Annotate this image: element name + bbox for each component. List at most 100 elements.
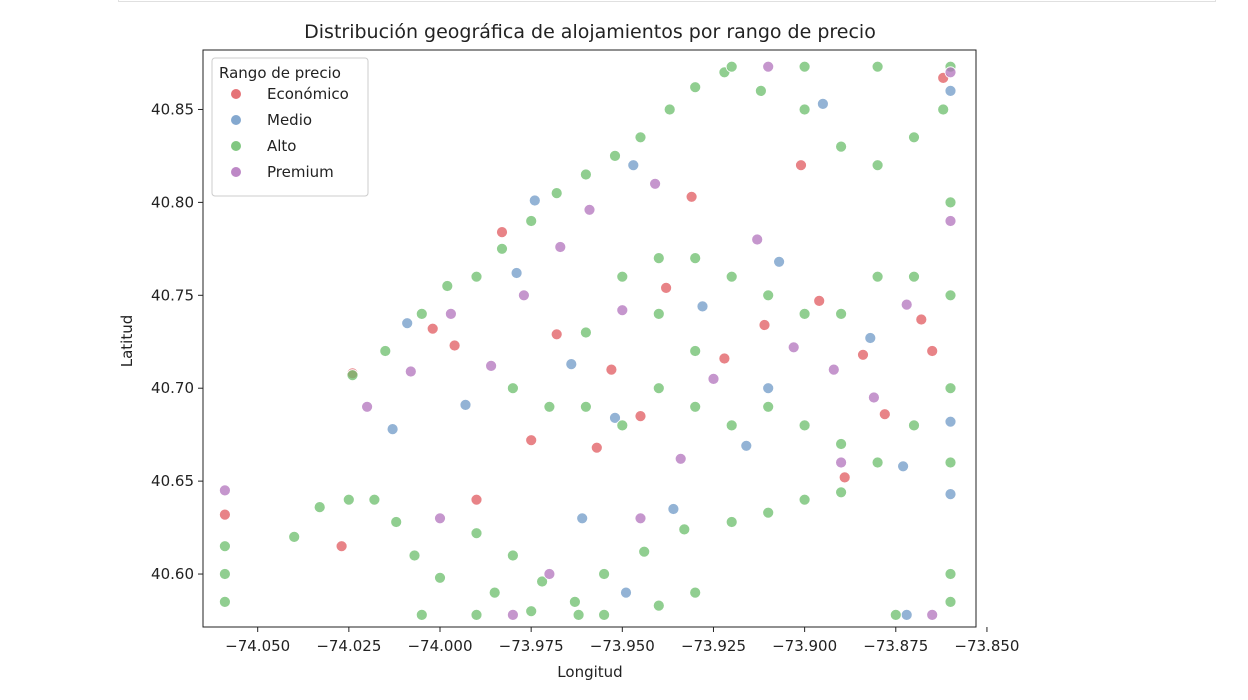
scatter-points (218, 60, 957, 621)
point-econmico-11 (795, 159, 807, 172)
point-medio-13 (864, 332, 877, 344)
point-premium-17 (944, 66, 957, 79)
point-alto-74 (725, 60, 738, 73)
point-alto-28 (634, 131, 647, 144)
x-tick-label: −73.975 (499, 637, 564, 655)
point-medio-20 (762, 382, 775, 395)
point-alto-77 (488, 586, 501, 599)
point-medio-18 (620, 586, 632, 599)
legend-label: Económico (267, 85, 349, 103)
legend-marker (231, 167, 241, 177)
point-alto-69 (944, 568, 957, 580)
point-alto-16 (798, 493, 811, 506)
point-premium-25 (507, 609, 519, 621)
point-alto-32 (755, 85, 767, 97)
point-econmico-6 (590, 441, 603, 454)
point-premium-8 (649, 177, 661, 190)
point-alto-48 (725, 419, 738, 432)
point-medio-9 (696, 300, 709, 313)
point-premium-19 (835, 456, 847, 469)
point-alto-43 (543, 400, 556, 413)
point-alto-24 (525, 215, 538, 227)
point-alto-36 (908, 131, 920, 144)
point-alto-56 (652, 252, 665, 265)
point-alto-70 (944, 596, 957, 608)
legend-label: Premium (267, 163, 334, 181)
point-alto-3 (368, 493, 381, 506)
point-alto-42 (507, 382, 519, 395)
point-alto-45 (616, 419, 629, 432)
point-alto-63 (908, 270, 920, 283)
point-alto-76 (415, 609, 428, 621)
y-tick-label: 40.65 (151, 472, 194, 490)
y-tick-label: 40.85 (151, 100, 194, 118)
point-alto-66 (218, 568, 231, 580)
point-econmico-20 (685, 190, 698, 203)
point-alto-59 (762, 289, 775, 302)
x-tick-label: −73.950 (590, 637, 655, 655)
point-alto-39 (944, 289, 957, 302)
point-alto-82 (689, 586, 702, 599)
point-alto-15 (762, 506, 775, 519)
point-alto-21 (441, 280, 454, 292)
point-alto-4 (390, 516, 403, 528)
point-alto-23 (496, 242, 508, 255)
point-medio-1 (401, 317, 414, 330)
point-alto-52 (871, 456, 884, 469)
point-alto-83 (889, 609, 902, 621)
point-alto-64 (652, 307, 665, 320)
point-premium-9 (674, 452, 687, 465)
legend-marker (231, 89, 241, 99)
point-alto-49 (762, 400, 775, 413)
point-econmico-4 (496, 226, 508, 239)
point-premium-20 (634, 512, 647, 525)
point-econmico-21 (838, 471, 851, 484)
point-alto-67 (218, 540, 231, 553)
point-alto-53 (908, 419, 920, 432)
point-alto-5 (408, 549, 421, 562)
point-alto-30 (689, 81, 702, 94)
point-premium-6 (583, 203, 596, 216)
point-alto-68 (218, 596, 231, 608)
point-alto-10 (569, 596, 581, 608)
point-alto-22 (470, 270, 483, 283)
point-alto-44 (580, 400, 592, 413)
point-alto-27 (609, 149, 621, 162)
legend-marker (231, 141, 241, 151)
point-alto-57 (689, 252, 702, 265)
point-premium-18 (762, 60, 775, 73)
y-tick-label: 40.60 (151, 565, 194, 583)
point-medio-17 (944, 85, 957, 97)
point-premium-2 (444, 307, 457, 320)
point-medio-6 (609, 411, 621, 424)
point-alto-41 (944, 456, 957, 469)
point-econmico-2 (426, 322, 439, 335)
point-alto-13 (678, 523, 691, 536)
point-premium-1 (404, 365, 417, 378)
point-alto-14 (725, 516, 738, 528)
point-premium-23 (218, 484, 231, 497)
point-alto-34 (835, 140, 847, 153)
legend-label: Medio (267, 111, 312, 129)
point-medio-5 (565, 358, 578, 371)
point-alto-73 (798, 60, 811, 73)
point-alto-11 (598, 568, 610, 580)
legend-label: Alto (267, 137, 297, 155)
point-premium-14 (868, 391, 880, 404)
point-alto-46 (652, 382, 665, 395)
point-alto-81 (652, 599, 665, 612)
point-medio-15 (944, 415, 957, 428)
legend-entries: Económico Medio Alto Premium (231, 85, 349, 181)
point-econmico-23 (470, 493, 483, 506)
point-econmico-3 (448, 339, 461, 352)
point-premium-12 (787, 341, 800, 354)
point-premium-16 (944, 215, 957, 227)
point-alto-78 (525, 605, 538, 618)
y-axis-label: Latitud (118, 315, 136, 368)
legend: Rango de precio Económico Medio Alto Premiu… (211, 57, 369, 197)
x-tick-label: −74.050 (225, 637, 290, 655)
point-econmico-9 (718, 352, 731, 365)
point-econmico-15 (915, 313, 928, 326)
legend-box (211, 57, 369, 197)
